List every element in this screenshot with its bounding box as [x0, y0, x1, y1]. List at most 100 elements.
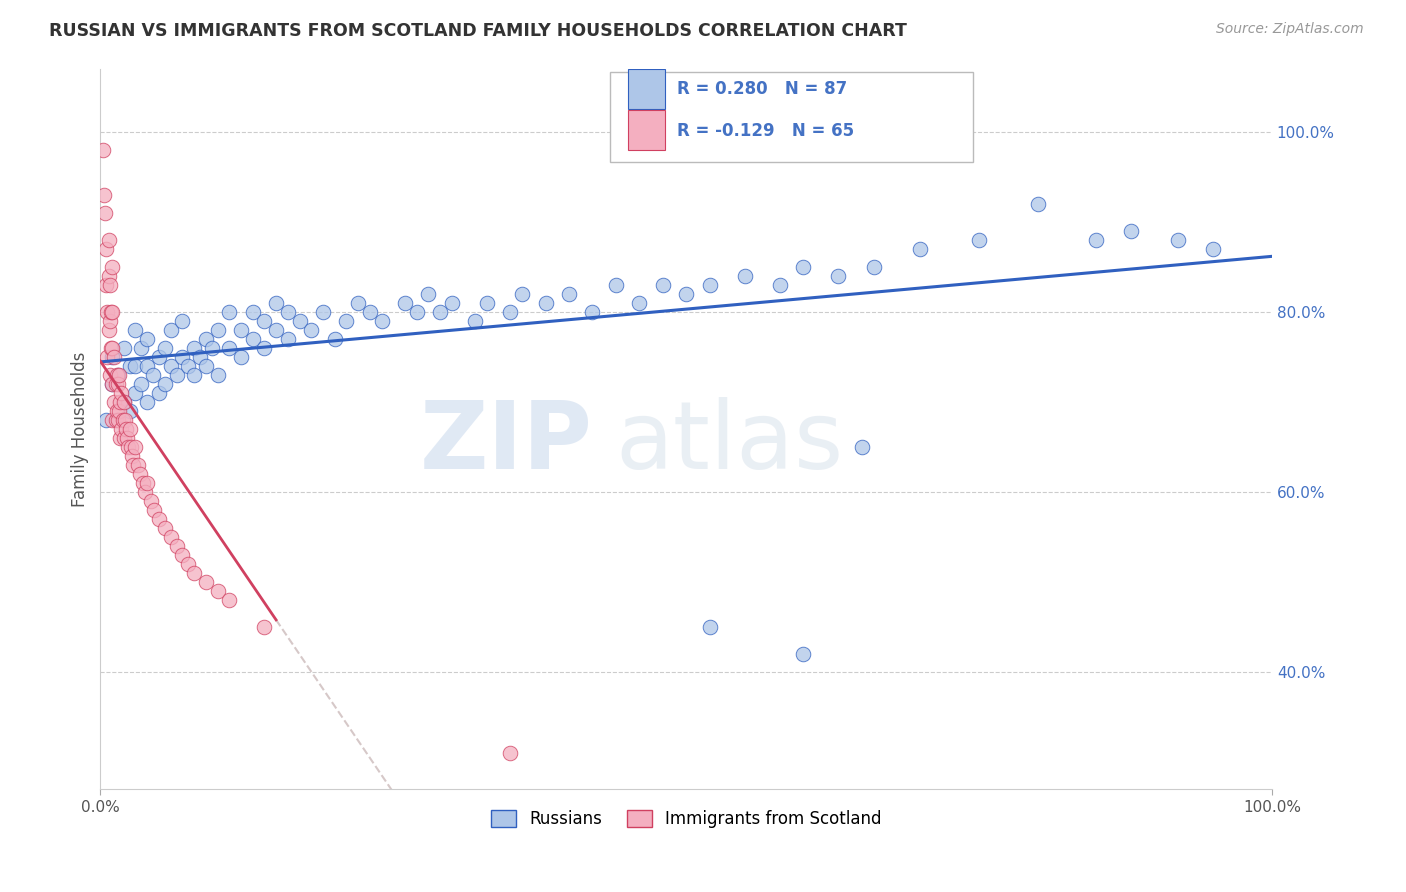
Point — [148, 350, 170, 364]
Point — [148, 512, 170, 526]
Point — [96, 277, 118, 292]
Point — [605, 277, 627, 292]
Point — [172, 548, 194, 562]
Point — [104, 413, 127, 427]
Point — [124, 385, 146, 400]
Point — [1026, 196, 1049, 211]
Point — [967, 233, 990, 247]
Point — [166, 368, 188, 382]
Point — [131, 376, 153, 391]
Point — [651, 277, 673, 292]
Point — [183, 341, 205, 355]
Text: atlas: atlas — [616, 397, 844, 490]
Point — [96, 305, 118, 319]
Point — [827, 268, 849, 283]
Point — [159, 323, 181, 337]
Point — [98, 368, 121, 382]
Point — [124, 440, 146, 454]
Point — [107, 376, 129, 391]
Y-axis label: Family Households: Family Households — [72, 351, 89, 507]
Point — [107, 413, 129, 427]
Point — [110, 394, 132, 409]
Point — [440, 295, 463, 310]
Point — [464, 314, 486, 328]
Point — [166, 539, 188, 553]
Point — [114, 413, 136, 427]
Point — [418, 286, 440, 301]
Point — [534, 295, 557, 310]
Bar — [627, 69, 665, 109]
Point — [429, 305, 451, 319]
FancyBboxPatch shape — [610, 72, 973, 162]
Point — [139, 494, 162, 508]
Point — [229, 350, 252, 364]
Point — [264, 323, 287, 337]
Point — [499, 305, 522, 319]
Point — [769, 277, 792, 292]
Point — [177, 359, 200, 373]
Legend: Russians, Immigrants from Scotland: Russians, Immigrants from Scotland — [484, 804, 889, 835]
Point — [862, 260, 884, 274]
Point — [581, 305, 603, 319]
Point — [253, 314, 276, 328]
Point — [101, 376, 124, 391]
Point — [100, 341, 122, 355]
Point — [242, 332, 264, 346]
Point — [108, 368, 131, 382]
Text: Source: ZipAtlas.com: Source: ZipAtlas.com — [1216, 22, 1364, 37]
Point — [851, 440, 873, 454]
Point — [110, 431, 132, 445]
Point — [107, 368, 129, 382]
Point — [101, 305, 124, 319]
Point — [475, 295, 498, 310]
Point — [121, 449, 143, 463]
Point — [153, 341, 176, 355]
Point — [110, 385, 132, 400]
Point — [335, 314, 357, 328]
Point — [104, 376, 127, 391]
Point — [97, 268, 120, 283]
Point — [112, 341, 135, 355]
Point — [277, 332, 299, 346]
Point — [129, 467, 152, 481]
Point — [405, 305, 427, 319]
Point — [134, 484, 156, 499]
Point — [558, 286, 581, 301]
Point — [115, 422, 138, 436]
Point — [105, 368, 128, 382]
Point — [117, 440, 139, 454]
Point — [207, 368, 229, 382]
Point — [1085, 233, 1108, 247]
Point — [153, 521, 176, 535]
Point — [734, 268, 756, 283]
Point — [229, 323, 252, 337]
Point — [312, 305, 335, 319]
Point — [675, 286, 697, 301]
Point — [143, 503, 166, 517]
Point — [94, 205, 117, 219]
Point — [112, 394, 135, 409]
Point — [347, 295, 370, 310]
Point — [207, 323, 229, 337]
Point — [218, 341, 240, 355]
Point — [172, 350, 194, 364]
Point — [359, 305, 381, 319]
Point — [910, 242, 932, 256]
Point — [105, 404, 128, 418]
Point — [122, 458, 145, 472]
Point — [93, 187, 115, 202]
Point — [101, 376, 124, 391]
Point — [110, 422, 132, 436]
Point — [172, 314, 194, 328]
Point — [96, 413, 118, 427]
Point — [136, 359, 159, 373]
Point — [118, 359, 141, 373]
Point — [136, 394, 159, 409]
Point — [96, 350, 118, 364]
Point — [242, 305, 264, 319]
Point — [124, 359, 146, 373]
Point — [136, 332, 159, 346]
Point — [98, 277, 121, 292]
Point — [101, 350, 124, 364]
Point — [117, 431, 139, 445]
